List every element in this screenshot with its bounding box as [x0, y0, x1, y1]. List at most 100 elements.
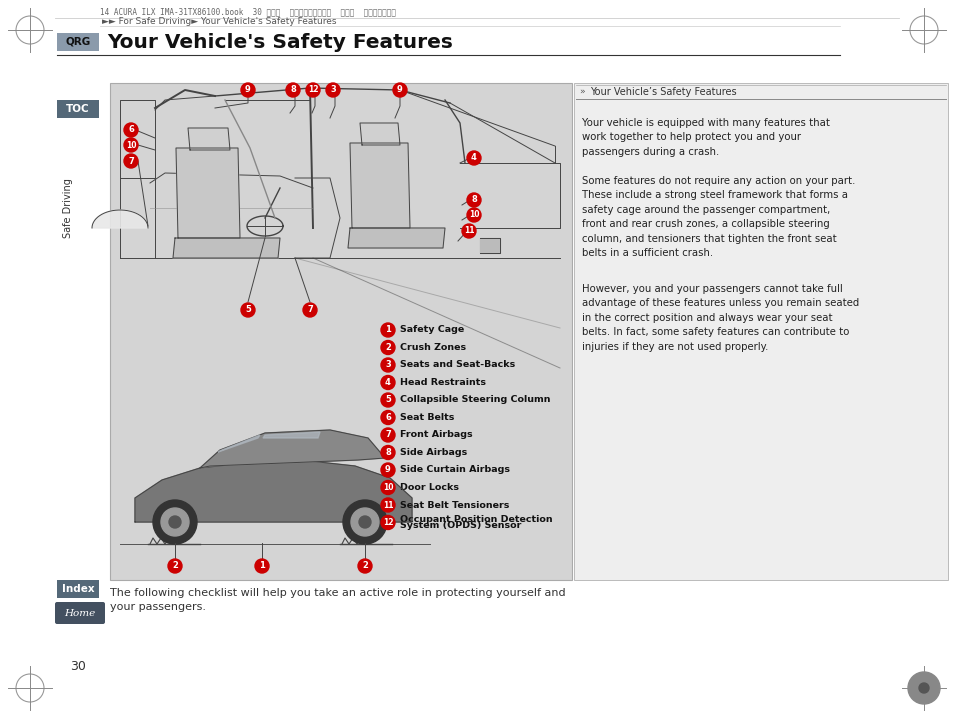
Circle shape — [380, 463, 395, 477]
Text: QRG: QRG — [66, 37, 91, 47]
Text: Side Curtain Airbags: Side Curtain Airbags — [399, 465, 510, 475]
Circle shape — [907, 672, 939, 704]
Text: TOC: TOC — [66, 104, 90, 114]
Text: 4: 4 — [471, 154, 476, 162]
Text: 1: 1 — [259, 561, 265, 571]
Circle shape — [380, 358, 395, 372]
FancyBboxPatch shape — [57, 580, 99, 598]
Circle shape — [380, 516, 395, 529]
Circle shape — [254, 559, 269, 573]
Text: System (OPDS) Sensor: System (OPDS) Sensor — [399, 521, 521, 531]
Circle shape — [380, 340, 395, 355]
Polygon shape — [359, 123, 399, 145]
Text: 14 ACURA ILX IMA-31TX86100.book  30 ページ  ２０１３年３月７日  木曜日  午後１時１４分: 14 ACURA ILX IMA-31TX86100.book 30 ページ ２… — [100, 7, 395, 17]
Text: Safety Cage: Safety Cage — [399, 325, 464, 335]
Circle shape — [124, 138, 138, 152]
Text: Seats and Seat-Backs: Seats and Seat-Backs — [399, 360, 515, 370]
Text: 7: 7 — [385, 431, 391, 439]
Circle shape — [380, 445, 395, 460]
Text: However, you and your passengers cannot take full
advantage of these features un: However, you and your passengers cannot … — [581, 284, 859, 352]
Text: 6: 6 — [128, 126, 133, 134]
Text: 3: 3 — [330, 85, 335, 95]
Circle shape — [306, 83, 319, 97]
Text: The following checklist will help you take an active role in protecting yourself: The following checklist will help you ta… — [110, 588, 565, 612]
Circle shape — [461, 224, 476, 238]
Text: 7: 7 — [128, 157, 133, 166]
Circle shape — [343, 500, 387, 544]
Circle shape — [124, 154, 138, 168]
Text: Your Vehicle's Safety Features: Your Vehicle's Safety Features — [107, 32, 453, 52]
Text: 30: 30 — [70, 660, 86, 673]
Text: 10: 10 — [382, 483, 393, 492]
Circle shape — [161, 508, 189, 536]
Polygon shape — [348, 228, 444, 248]
Circle shape — [357, 559, 372, 573]
Text: 6: 6 — [385, 413, 391, 422]
Circle shape — [241, 83, 254, 97]
Text: Collapsible Steering Column: Collapsible Steering Column — [399, 396, 550, 404]
FancyBboxPatch shape — [55, 602, 105, 624]
Text: 2: 2 — [385, 343, 391, 352]
Text: 1: 1 — [385, 325, 391, 335]
Text: 2: 2 — [172, 561, 178, 571]
Text: Crush Zones: Crush Zones — [399, 343, 466, 352]
Circle shape — [918, 683, 928, 693]
Text: Home: Home — [64, 608, 95, 617]
Circle shape — [467, 193, 480, 207]
Polygon shape — [200, 430, 385, 468]
Text: 12: 12 — [308, 85, 318, 95]
Text: 4: 4 — [385, 378, 391, 387]
Polygon shape — [479, 238, 499, 253]
Text: Door Locks: Door Locks — [399, 483, 458, 492]
Circle shape — [168, 559, 182, 573]
Polygon shape — [263, 432, 319, 438]
Circle shape — [124, 123, 138, 137]
Text: »: » — [578, 88, 584, 96]
Circle shape — [241, 303, 254, 317]
FancyBboxPatch shape — [57, 100, 99, 118]
Circle shape — [467, 151, 480, 165]
Circle shape — [326, 83, 339, 97]
Circle shape — [380, 411, 395, 424]
Text: 11: 11 — [463, 226, 474, 236]
Polygon shape — [218, 435, 260, 452]
Text: 8: 8 — [385, 448, 391, 457]
Text: 10: 10 — [468, 210, 478, 220]
Text: Side Airbags: Side Airbags — [399, 448, 467, 457]
Circle shape — [152, 500, 196, 544]
Circle shape — [351, 508, 378, 536]
Text: Seat Belt Tensioners: Seat Belt Tensioners — [399, 500, 509, 510]
Polygon shape — [175, 148, 240, 238]
Polygon shape — [172, 238, 280, 258]
Text: Your vehicle is equipped with many features that
work together to help protect y: Your vehicle is equipped with many featu… — [581, 118, 829, 157]
Polygon shape — [135, 460, 412, 522]
Circle shape — [358, 516, 371, 528]
Text: Front Airbags: Front Airbags — [399, 431, 472, 439]
Text: 9: 9 — [396, 85, 402, 95]
Text: 7: 7 — [307, 305, 313, 314]
Circle shape — [393, 83, 407, 97]
Circle shape — [169, 516, 181, 528]
Text: Some features do not require any action on your part.
These include a strong ste: Some features do not require any action … — [581, 176, 855, 258]
Text: 5: 5 — [385, 396, 391, 404]
Text: Occupant Position Detection: Occupant Position Detection — [399, 515, 552, 523]
Polygon shape — [188, 128, 230, 150]
FancyBboxPatch shape — [57, 33, 99, 51]
FancyBboxPatch shape — [110, 83, 572, 580]
Circle shape — [380, 323, 395, 337]
Text: ►► For Safe Driving► Your Vehicle's Safety Features: ►► For Safe Driving► Your Vehicle's Safe… — [102, 17, 336, 27]
Circle shape — [380, 428, 395, 442]
Text: 9: 9 — [245, 85, 251, 95]
Text: Safe Driving: Safe Driving — [63, 178, 73, 238]
Circle shape — [380, 498, 395, 512]
Text: 3: 3 — [385, 360, 391, 370]
Text: 9: 9 — [385, 465, 391, 475]
Polygon shape — [350, 143, 410, 228]
Circle shape — [303, 303, 316, 317]
Text: 5: 5 — [245, 305, 251, 314]
Circle shape — [380, 376, 395, 389]
Text: Index: Index — [62, 584, 94, 594]
Text: 10: 10 — [126, 141, 136, 149]
Text: Head Restraints: Head Restraints — [399, 378, 485, 387]
Polygon shape — [91, 210, 148, 228]
